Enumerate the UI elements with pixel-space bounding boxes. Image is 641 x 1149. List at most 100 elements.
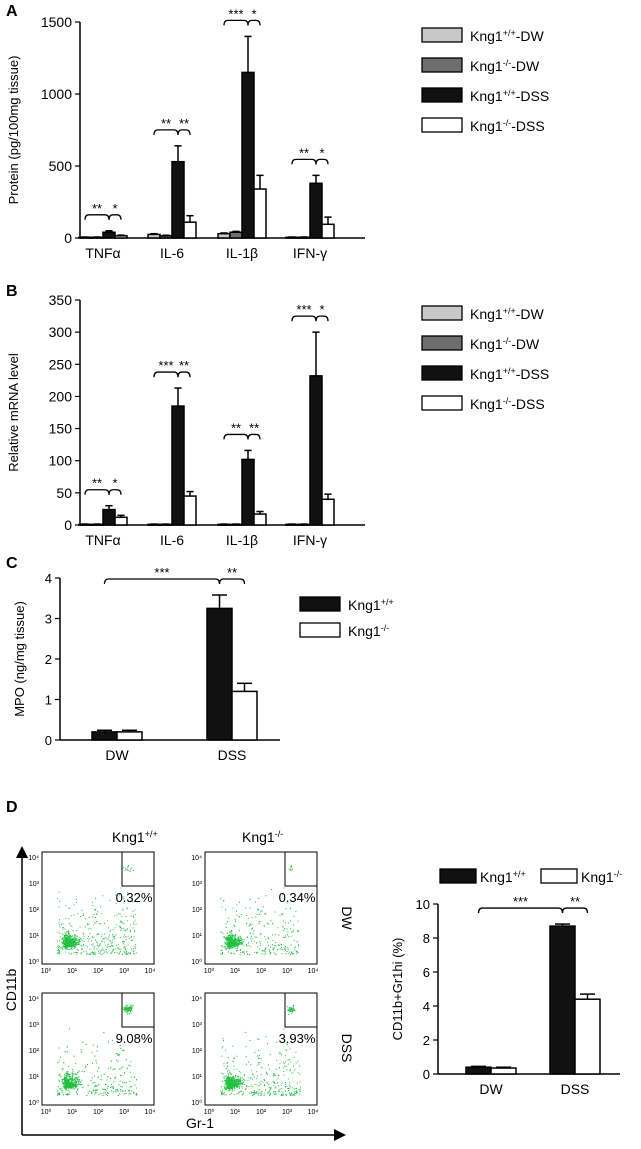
flow-dot — [226, 943, 228, 945]
flow-dot — [103, 1088, 105, 1090]
flow-dot — [291, 1087, 293, 1089]
flow-dot — [248, 945, 250, 947]
flow-dot — [265, 1089, 266, 1091]
flow-dot — [124, 1072, 125, 1074]
flow-dot — [224, 1086, 225, 1088]
flow-dot — [96, 1089, 98, 1091]
flow-dot — [233, 1093, 235, 1095]
flow-dot — [76, 951, 78, 953]
flow-dot — [122, 1090, 124, 1092]
flow-dot — [295, 1062, 297, 1064]
flow-dot — [232, 1076, 234, 1078]
flow-dot — [73, 942, 75, 944]
flow-dot — [76, 1082, 78, 1084]
bar — [114, 516, 128, 526]
flow-dot — [131, 1007, 133, 1009]
flow-dot — [126, 868, 128, 870]
flow-dot — [71, 943, 73, 945]
bar — [206, 607, 233, 741]
flow-dot — [116, 952, 118, 953]
flow-dot — [268, 1084, 270, 1085]
flow-dot — [258, 1085, 260, 1087]
flow-dot — [101, 934, 103, 936]
flow-dot — [227, 1086, 229, 1088]
flow-dot — [234, 1085, 236, 1086]
flow-dot — [125, 1009, 127, 1011]
flow-dot — [71, 945, 73, 947]
flow-dot — [231, 941, 232, 943]
flow-dot — [69, 923, 71, 924]
flow-dot — [71, 948, 73, 950]
flow-dot — [231, 937, 232, 939]
flow-dot — [114, 1077, 116, 1079]
flow-dot — [58, 922, 60, 924]
flow-dot — [263, 950, 265, 952]
flow-dot — [258, 909, 260, 910]
flow-dot — [105, 951, 107, 953]
flow-dot — [220, 1090, 222, 1092]
flow-dot — [59, 1087, 61, 1089]
flow-dot — [74, 1077, 76, 1078]
flow-dot — [96, 1085, 98, 1087]
flow-dot — [68, 1066, 69, 1067]
flow-dot — [284, 922, 286, 924]
flow-dot — [59, 1094, 61, 1096]
flow-dot — [124, 951, 126, 953]
flow-dot — [238, 1092, 240, 1094]
flow-dot — [273, 1075, 275, 1077]
bar — [116, 731, 143, 741]
flow-dot — [78, 938, 80, 940]
flow-dot — [73, 1086, 75, 1088]
flow-dot — [111, 1086, 113, 1088]
flow-dot — [64, 1084, 66, 1086]
flow-dot — [59, 932, 61, 934]
flow-dot — [291, 951, 293, 953]
significance-label: ** — [179, 358, 189, 373]
flow-dot — [238, 916, 240, 918]
flow-dot — [294, 1069, 296, 1071]
flow-dot — [289, 1008, 291, 1010]
flow-dot — [95, 922, 97, 924]
flow-dot — [232, 1060, 234, 1062]
flow-dot — [63, 946, 65, 948]
flow-dot — [129, 871, 131, 873]
flow-dot — [81, 953, 82, 955]
flow-dot — [73, 1055, 75, 1057]
flow-dot — [123, 1006, 125, 1008]
flow-dot — [224, 1084, 226, 1086]
flow-dot — [261, 1094, 263, 1096]
flow-dot — [87, 923, 89, 925]
flow-dot — [230, 952, 232, 954]
flow-dot — [61, 924, 62, 926]
flow-dot — [86, 952, 88, 954]
flow-dot — [68, 1087, 70, 1089]
flow-dot — [290, 1007, 292, 1009]
significance-label: * — [112, 476, 117, 491]
flow-dot — [287, 1087, 289, 1089]
flow-dot — [252, 1073, 253, 1075]
flow-dot — [227, 1073, 229, 1075]
flow-dot — [234, 1081, 236, 1082]
flow-dot — [293, 924, 294, 926]
bar — [159, 235, 173, 239]
flow-dot — [293, 1088, 295, 1090]
flow-dot — [221, 906, 223, 908]
flow-dot — [231, 1080, 233, 1082]
flow-dot — [125, 953, 127, 955]
flow-dot — [283, 948, 285, 950]
flow-dot — [224, 938, 226, 939]
flow-dot — [119, 913, 121, 915]
flow-dot — [234, 942, 236, 944]
flow-dot — [67, 941, 69, 943]
flow-dot — [94, 952, 96, 954]
flow-dot — [72, 1069, 73, 1070]
flow-dot — [229, 1086, 231, 1088]
flow-dot — [281, 947, 282, 949]
flow-dot — [69, 1074, 71, 1076]
flow-dot — [127, 892, 129, 894]
flow-dot — [259, 1082, 260, 1084]
significance-label: *** — [158, 358, 173, 373]
flow-dot — [254, 936, 256, 938]
flow-dot — [255, 901, 256, 903]
flow-dot — [281, 913, 283, 915]
